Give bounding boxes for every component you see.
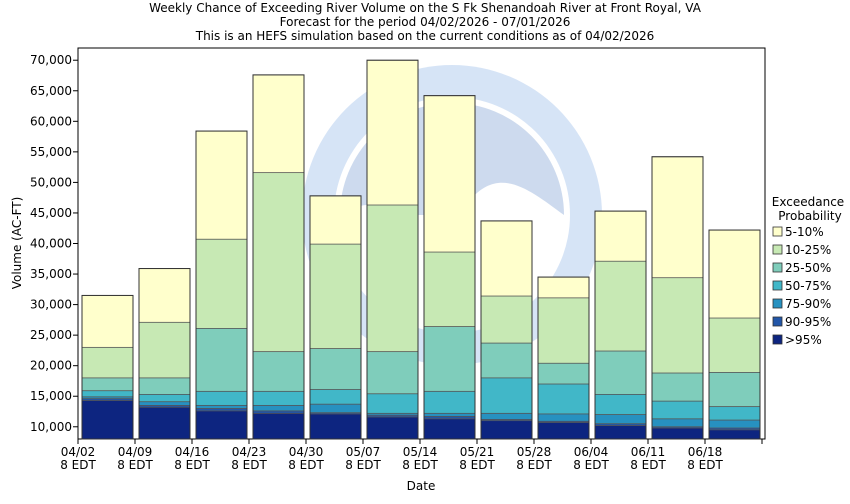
x-tick-label: 04/09 — [118, 445, 153, 459]
y-tick-label: 45,000 — [30, 206, 72, 220]
bar-outline — [423, 95, 476, 440]
y-tick-label: 30,000 — [30, 298, 72, 312]
x-tick-sublabel: 8 EDT — [459, 458, 495, 472]
legend-label: 25-50% — [785, 261, 831, 275]
x-tick-label: 06/11 — [631, 445, 666, 459]
x-tick-sublabel: 8 EDT — [231, 458, 267, 472]
y-tick-label: 20,000 — [30, 359, 72, 373]
bar-segment-95-week-12 — [708, 429, 761, 440]
bar-segment-95-week-3 — [195, 410, 248, 440]
x-tick-label: 04/16 — [175, 445, 210, 459]
bar-segment-95-week-10 — [594, 425, 647, 440]
y-tick-label: 60,000 — [30, 114, 72, 128]
bar-segment-95-week-5 — [309, 413, 362, 440]
x-tick-label: 06/18 — [688, 445, 723, 459]
legend: Exceedance Probability 5-10% 10-25% 25-50%… — [772, 195, 844, 347]
bar-outline — [252, 74, 305, 440]
x-tick-label: 05/21 — [460, 445, 495, 459]
bar-outline — [309, 195, 362, 440]
legend-swatch — [772, 298, 783, 309]
title-line-3: This is an HEFS simulation based on the … — [195, 29, 655, 43]
bar-outline — [708, 229, 761, 440]
y-tick-label: 35,000 — [30, 267, 72, 281]
bar-segment-95-week-2 — [138, 406, 191, 440]
legend-title-line-2: Probability — [778, 209, 841, 223]
bars-group — [81, 59, 761, 440]
legend-swatch — [772, 316, 783, 327]
y-tick-label: 50,000 — [30, 175, 72, 189]
x-tick-sublabel: 8 EDT — [117, 458, 153, 472]
y-axis-ticks: 10,000 15,000 20,000 25,000 30,000 35,000 40,0… — [30, 53, 78, 434]
bar-segment-95-week-6 — [366, 416, 419, 440]
title-line-1: Weekly Chance of Exceeding River Volume … — [149, 1, 702, 15]
bar-outline — [537, 276, 590, 440]
y-tick-label: 15,000 — [30, 389, 72, 403]
x-tick-sublabel: 8 EDT — [288, 458, 324, 472]
bar-outline — [594, 210, 647, 440]
x-tick-sublabel: 8 EDT — [402, 458, 438, 472]
x-tick-label: 05/28 — [517, 445, 552, 459]
bar-segment-95-week-8 — [480, 420, 533, 440]
x-tick-label: 05/07 — [346, 445, 381, 459]
bar-outline — [138, 268, 191, 440]
title-line-2: Forecast for the period 04/02/2026 - 07/… — [280, 15, 571, 29]
x-tick-sublabel: 8 EDT — [345, 458, 381, 472]
legend-items: 5-10% 10-25% 25-50% 50-75% 75-90% 90-95% >95% — [772, 225, 831, 347]
bar-outline — [81, 294, 134, 440]
x-tick-label: 04/30 — [289, 445, 324, 459]
x-tick-label: 04/23 — [232, 445, 267, 459]
y-tick-label: 70,000 — [30, 53, 72, 67]
legend-title-line-1: Exceedance — [772, 195, 844, 209]
legend-label: 75-90% — [785, 297, 831, 311]
y-tick-label: 40,000 — [30, 237, 72, 251]
x-tick-label: 05/14 — [403, 445, 438, 459]
x-tick-sublabel: 8 EDT — [687, 458, 723, 472]
x-tick-sublabel: 8 EDT — [573, 458, 609, 472]
bar-outline — [195, 130, 248, 440]
legend-swatch — [772, 262, 783, 273]
bar-outline — [480, 220, 533, 440]
y-tick-label: 65,000 — [30, 84, 72, 98]
bar-segment-95-week-11 — [651, 427, 704, 440]
legend-swatch — [772, 226, 783, 237]
x-axis-title: Date — [407, 479, 436, 493]
y-axis-title: Volume (AC-FT) — [10, 197, 24, 290]
bar-segment-95-week-1 — [81, 400, 134, 440]
legend-label: 10-25% — [785, 243, 831, 257]
x-tick-sublabel: 8 EDT — [630, 458, 666, 472]
legend-label: 90-95% — [785, 315, 831, 329]
legend-swatch — [772, 280, 783, 291]
bar-segment-95-week-7 — [423, 418, 476, 440]
bar-outline — [651, 156, 704, 440]
y-tick-label: 10,000 — [30, 420, 72, 434]
x-tick-sublabel: 8 EDT — [60, 458, 96, 472]
legend-label: >95% — [785, 333, 822, 347]
bar-segment-95-week-4 — [252, 412, 305, 440]
legend-label: 50-75% — [785, 279, 831, 293]
x-tick-label: 06/04 — [574, 445, 609, 459]
y-tick-label: 55,000 — [30, 145, 72, 159]
legend-swatch — [772, 244, 783, 255]
bar-outline — [366, 59, 419, 440]
x-tick-sublabel: 8 EDT — [516, 458, 552, 472]
x-tick-sublabel: 8 EDT — [174, 458, 210, 472]
chart-title: Weekly Chance of Exceeding River Volume … — [149, 1, 702, 43]
legend-label: 5-10% — [785, 225, 824, 239]
bar-segment-95-week-9 — [537, 422, 590, 440]
y-tick-label: 25,000 — [30, 328, 72, 342]
x-tick-label: 04/02 — [61, 445, 96, 459]
legend-swatch — [772, 334, 783, 345]
